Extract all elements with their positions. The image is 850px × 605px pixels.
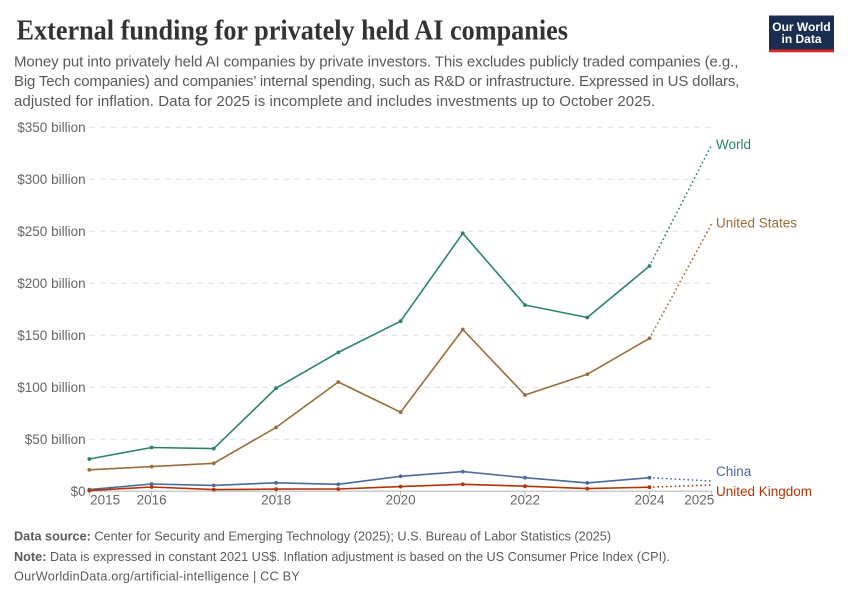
svg-text:OurWorldinData.org/artificial-: OurWorldinData.org/artificial-intelligen… bbox=[14, 570, 300, 584]
svg-text:$50 billion: $50 billion bbox=[25, 432, 86, 447]
svg-text:Note: Data is expressed in con: Note: Data is expressed in constant 2021… bbox=[14, 550, 670, 564]
svg-text:Money put into privately held: Money put into privately held AI compani… bbox=[14, 53, 738, 70]
svg-text:United States: United States bbox=[716, 216, 797, 231]
svg-text:$250 billion: $250 billion bbox=[17, 224, 85, 239]
svg-text:World: World bbox=[716, 137, 751, 152]
svg-text:2015: 2015 bbox=[90, 493, 120, 508]
svg-text:2020: 2020 bbox=[386, 493, 416, 508]
svg-text:Big Tech companies) and compan: Big Tech companies) and companies’ inter… bbox=[14, 73, 739, 90]
svg-text:China: China bbox=[716, 464, 752, 479]
svg-text:adjusted for inflation. Data f: adjusted for inflation. Data for 2025 is… bbox=[14, 93, 655, 110]
svg-text:2018: 2018 bbox=[261, 493, 291, 508]
svg-text:in Data: in Data bbox=[781, 32, 821, 46]
svg-text:$300 billion: $300 billion bbox=[17, 172, 85, 187]
svg-text:2016: 2016 bbox=[137, 493, 167, 508]
svg-text:Data source: Center for Securi: Data source: Center for Security and Eme… bbox=[14, 530, 611, 544]
svg-text:2022: 2022 bbox=[510, 493, 540, 508]
svg-text:2025: 2025 bbox=[684, 493, 714, 508]
svg-text:External funding for privately: External funding for privately held AI c… bbox=[17, 15, 568, 46]
svg-text:2024: 2024 bbox=[634, 493, 665, 508]
svg-text:$200 billion: $200 billion bbox=[17, 276, 85, 291]
svg-text:$150 billion: $150 billion bbox=[17, 328, 85, 343]
svg-text:$100 billion: $100 billion bbox=[17, 380, 85, 395]
svg-text:Our World: Our World bbox=[772, 20, 830, 34]
svg-text:$350 billion: $350 billion bbox=[17, 120, 85, 135]
svg-text:United Kingdom: United Kingdom bbox=[716, 484, 812, 499]
svg-text:$0: $0 bbox=[71, 484, 86, 499]
